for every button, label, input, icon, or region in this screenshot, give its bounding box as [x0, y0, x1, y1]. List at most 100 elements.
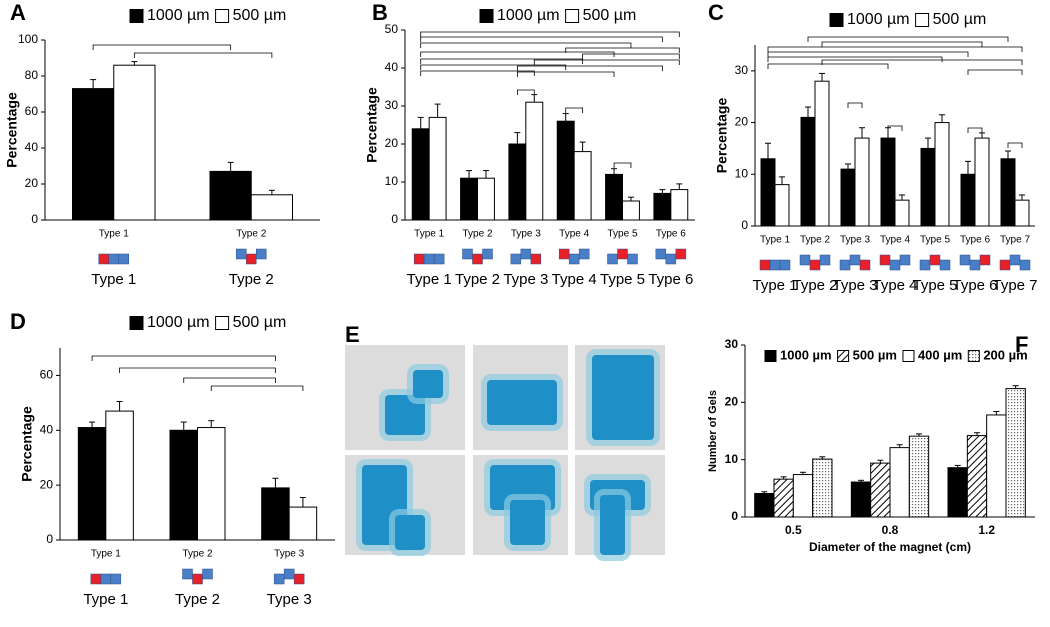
- bar: [460, 177, 479, 221]
- x-tick-label: Type 7: [1000, 235, 1030, 246]
- significance-bracket: [183, 377, 276, 383]
- y-tick-label: 40: [40, 422, 54, 436]
- cube-icon: [472, 253, 483, 265]
- icon-label: Type 6: [648, 271, 693, 288]
- bar: [288, 506, 318, 541]
- legend-label: 200 µm: [983, 347, 1027, 362]
- cube-icon: [999, 259, 1011, 271]
- cube-icon: [482, 248, 493, 260]
- bar: [986, 414, 1007, 518]
- y-tick-label: 0: [46, 532, 53, 546]
- y-tick-label: 0: [31, 212, 38, 226]
- x-tick-label: Type 2: [800, 235, 830, 246]
- y-tick-label: 20: [40, 477, 54, 491]
- bar: [947, 467, 968, 518]
- cube-icon: [520, 248, 532, 260]
- cube-icon: [256, 248, 267, 260]
- bar: [934, 122, 950, 227]
- significance-bracket: [565, 107, 584, 113]
- icon-label: Type 4: [552, 271, 597, 288]
- bar: [774, 184, 790, 227]
- bar: [209, 170, 252, 221]
- gel: [592, 355, 654, 440]
- y-tick-label: 20: [735, 115, 749, 129]
- legend-swatch: [129, 316, 144, 330]
- y-tick-label: 30: [725, 337, 739, 351]
- cube-icon: [617, 248, 628, 260]
- bar: [854, 137, 870, 227]
- y-tick-label: 30: [735, 63, 749, 77]
- x-tick-label: Type 1: [760, 235, 790, 246]
- y-tick-label: 20: [25, 176, 39, 190]
- cube-icon: [899, 254, 911, 266]
- bar: [812, 458, 833, 518]
- cube-icon: [530, 253, 542, 265]
- x-tick-label: 0.8: [882, 523, 899, 537]
- significance-bracket: [420, 58, 584, 64]
- bar: [754, 492, 775, 518]
- bar: [814, 80, 830, 227]
- y-tick-label: 20: [725, 395, 739, 409]
- bar: [894, 199, 910, 227]
- bar: [870, 462, 891, 518]
- gel: [600, 495, 625, 555]
- bar: [966, 435, 988, 518]
- y-tick-label: 30: [385, 98, 399, 112]
- significance-bracket: [533, 59, 680, 65]
- significance-bracket: [420, 31, 680, 37]
- cube-icon: [433, 253, 445, 265]
- significance-bracket: [119, 367, 276, 373]
- bar: [113, 64, 156, 221]
- x-tick-label: Type 5: [920, 235, 950, 246]
- bar: [605, 173, 623, 221]
- significance-bracket: [420, 70, 535, 76]
- significance-bracket: [887, 125, 903, 131]
- cube-icon: [273, 573, 285, 585]
- panel-label: A: [10, 0, 26, 25]
- cube-icon: [889, 259, 901, 271]
- bar: [525, 101, 544, 221]
- significance-bracket: [767, 51, 969, 57]
- cube-icon: [809, 259, 821, 271]
- bar: [250, 194, 293, 221]
- cube-icon: [769, 259, 781, 271]
- legend-swatch: [565, 9, 580, 23]
- x-tick-label: Type 3: [840, 235, 870, 246]
- cube-icon: [849, 254, 861, 266]
- bar: [411, 128, 430, 221]
- y-tick-label: 40: [385, 60, 399, 74]
- cube-icon: [779, 259, 791, 271]
- legend-label: 500 µm: [853, 347, 897, 362]
- significance-bracket: [420, 36, 663, 42]
- significance-bracket: [516, 71, 615, 77]
- icon-label: Type 2: [455, 271, 500, 288]
- icon-label: Type 5: [912, 277, 957, 294]
- icon-label: Type 1: [407, 271, 452, 288]
- bar: [960, 173, 976, 227]
- cube-icon: [819, 254, 831, 266]
- cube-icon: [202, 568, 213, 580]
- y-axis-label: Percentage: [364, 87, 380, 163]
- legend-swatch: [829, 13, 844, 27]
- significance-bracket: [92, 44, 232, 50]
- icon-label: Type 2: [792, 277, 837, 294]
- bar: [169, 429, 198, 541]
- icon-label: Type 3: [832, 277, 877, 294]
- legend-swatch: [915, 13, 930, 27]
- x-tick-label: Type 6: [656, 229, 686, 240]
- x-axis-label: Diameter of the magnet (cm): [809, 540, 971, 554]
- cube-icon: [839, 259, 851, 271]
- cube-icon: [929, 254, 941, 266]
- legend-swatch: [215, 316, 230, 330]
- y-tick-label: 100: [18, 32, 38, 46]
- panel-label: E: [345, 322, 360, 347]
- cube-icon: [283, 568, 295, 580]
- x-tick-label: Type 2: [236, 229, 266, 240]
- significance-bracket: [821, 41, 983, 47]
- bar: [428, 116, 447, 221]
- x-tick-label: Type 1: [91, 549, 121, 560]
- y-tick-label: 20: [385, 136, 399, 150]
- significance-bracket: [210, 385, 304, 391]
- cube-icon: [799, 254, 811, 266]
